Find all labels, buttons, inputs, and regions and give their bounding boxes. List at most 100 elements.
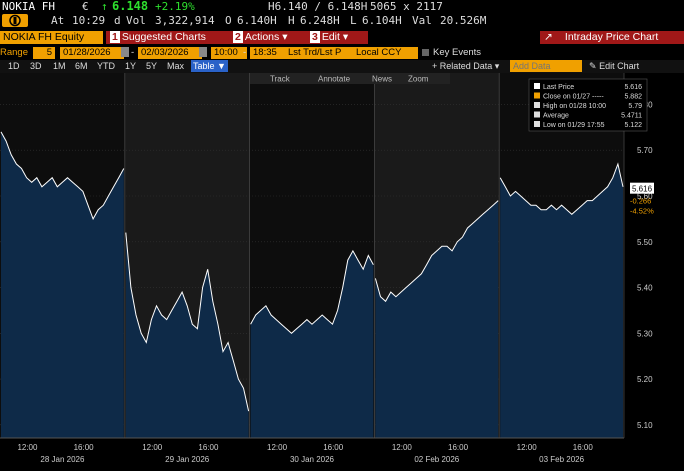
period-1d[interactable]: 1D	[8, 61, 20, 71]
x-tick-label: 16:00	[448, 443, 469, 452]
start-calendar-icon[interactable]	[121, 47, 129, 57]
period-1y[interactable]: 1Y	[125, 61, 137, 71]
price-line	[499, 162, 624, 215]
traded-value: 20.526M	[440, 14, 487, 27]
edit-chevron-icon: ▾	[342, 31, 349, 43]
actions-chevron-icon: ▾	[282, 31, 288, 43]
y-tick-label: 5.70	[637, 146, 653, 155]
high-price: 6.248H	[300, 14, 340, 27]
popout-icon[interactable]: ↗	[544, 31, 553, 43]
suggested-charts-number: 1	[110, 31, 120, 43]
legend-value: 5.79	[628, 103, 642, 110]
price-area	[1, 131, 124, 438]
change-pct-label: -4.52%	[630, 207, 654, 216]
legend-swatch	[534, 121, 540, 127]
volume: 3,322,914	[155, 14, 215, 27]
tool-news[interactable]: News	[372, 75, 392, 84]
x-day-label: 02 Feb 2026	[414, 455, 459, 464]
security-field[interactable]: NOKIA FH Equity	[0, 31, 103, 44]
price-line	[0, 131, 125, 221]
legend-swatch	[534, 102, 540, 108]
vol-label: Vol	[126, 14, 146, 27]
change-percent: +2.19%	[155, 0, 195, 13]
add-data-input[interactable]	[510, 60, 582, 72]
last-price-tag-label: 5.616	[632, 185, 653, 194]
ticker[interactable]: NOKIA FH	[2, 0, 55, 13]
price-area	[125, 232, 249, 438]
up-arrow-icon: ↑	[101, 0, 108, 13]
related-data-button[interactable]: + Related Data ▾	[432, 61, 500, 71]
start-time-input[interactable]: 10:00	[211, 47, 247, 59]
chart-title-bar[interactable]: ↗ Intraday Price Chart	[540, 31, 684, 44]
period-bar: 1D 3D 1M 6M YTD 1Y 5Y Max Table ▼ + Rela…	[0, 60, 684, 73]
start-date-input[interactable]: 01/28/2026	[60, 47, 124, 59]
open-price: 6.140H	[237, 14, 277, 27]
end-calendar-icon[interactable]	[199, 47, 207, 57]
actions-button[interactable]: 2 Actions ▾	[229, 31, 309, 44]
x-tick-label: 12:00	[17, 443, 38, 452]
legend-swatch	[534, 92, 540, 99]
x-tick-label: 12:00	[517, 443, 538, 452]
tool-annotate[interactable]: Annotate	[318, 75, 351, 84]
change-label: -0.266	[630, 197, 651, 206]
open-label: O	[225, 14, 232, 27]
price-type-select[interactable]: Lst Trd/Lst P	[285, 47, 353, 59]
x-day-label: 30 Jan 2026	[290, 455, 335, 464]
x-day-label: 28 Jan 2026	[40, 455, 85, 464]
bloomberg-b-icon[interactable]	[2, 14, 28, 27]
key-events-checkbox[interactable]	[422, 49, 429, 56]
x-tick-label: 16:00	[323, 443, 344, 452]
val-label: Val	[412, 14, 432, 27]
range-label: Range	[0, 47, 28, 58]
period-5y[interactable]: 5Y	[146, 61, 158, 71]
edit-chart-label: Edit Chart	[599, 61, 640, 71]
period-1m[interactable]: 1M	[53, 61, 66, 71]
bid-ask-size: 5065 x 2117	[370, 0, 443, 13]
suggested-charts-button[interactable]: 1 Suggested Charts	[106, 31, 231, 44]
price-chart[interactable]: 12:00 16:00 28 Jan 2026 12:00 16:00 29 Jan 20…	[0, 73, 684, 466]
period-ytd[interactable]: YTD	[97, 61, 115, 71]
period-3d[interactable]: 3D	[30, 61, 42, 71]
toolbar: NOKIA FH Equity 1 Suggested Charts 2 Actio…	[0, 29, 684, 46]
legend-label: High on 01/28 10:00	[543, 103, 606, 110]
price-line	[250, 249, 374, 334]
table-toggle[interactable]: Table ▼	[191, 60, 228, 72]
price-area	[500, 164, 623, 438]
x-day-label: 03 Feb 2026	[539, 455, 584, 464]
x-tick-label: 12:00	[142, 443, 163, 452]
legend-value: 5.122	[624, 122, 642, 129]
legend-value: 5.616	[624, 84, 642, 91]
end-time-input[interactable]: 18:35	[250, 47, 286, 59]
legend-label: Low on 01/29 17:55	[543, 122, 605, 129]
bid-ask: H6.140 / 6.148H	[268, 0, 368, 13]
range-value-input[interactable]: 5	[33, 47, 55, 59]
end-date-input[interactable]: 02/03/2026	[138, 47, 202, 59]
tool-zoom[interactable]: Zoom	[408, 75, 429, 84]
chart-title: Intraday Price Chart	[564, 31, 659, 43]
x-tick-label: 12:00	[392, 443, 413, 452]
price-area	[250, 250, 374, 438]
tool-track[interactable]: Track	[270, 75, 291, 84]
edit-button[interactable]: 3 Edit ▾	[306, 31, 368, 44]
y-tick-label: 5.50	[637, 238, 653, 247]
period-max[interactable]: Max	[167, 61, 185, 71]
period-6m[interactable]: 6M	[75, 61, 88, 71]
legend-box	[528, 78, 648, 132]
legend-label: Close on 01/27 -----	[543, 94, 604, 101]
edit-chart-button[interactable]: ✎ Edit Chart	[587, 60, 641, 72]
chart-tools-bar	[250, 73, 450, 84]
x-tick-label: 16:00	[573, 443, 594, 452]
y-tick-label: 5.60	[637, 192, 653, 201]
key-events-label: Key Events	[433, 47, 482, 58]
actions-number: 2	[233, 31, 243, 43]
x-tick-label: 12:00	[267, 443, 288, 452]
low-price: 6.104H	[362, 14, 402, 27]
legend-value: 5.882	[624, 94, 642, 101]
last-price-tag	[630, 182, 654, 194]
date-separator: -	[131, 47, 135, 58]
low-label: L	[350, 14, 357, 27]
pencil-icon: ✎	[589, 61, 597, 71]
range-controls: Range 5 01/28/2026 - 02/03/2026 10:00 - …	[0, 46, 684, 60]
currency-select[interactable]: Local CCY	[353, 47, 418, 59]
last-price: 6.148	[112, 0, 149, 13]
